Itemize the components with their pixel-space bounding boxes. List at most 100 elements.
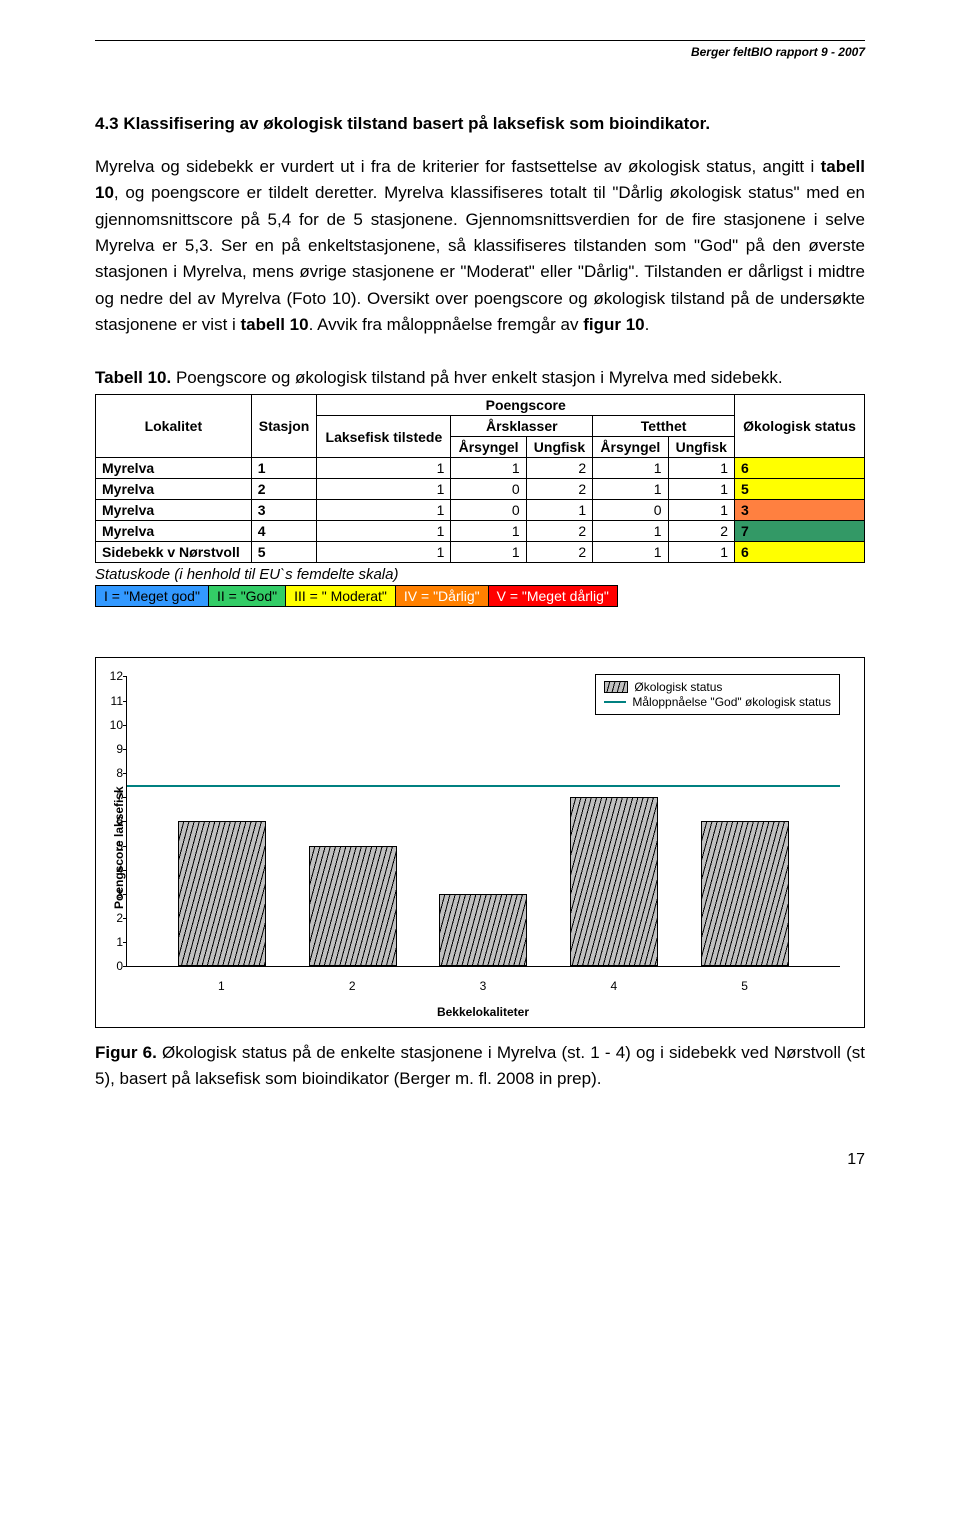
legend-cell: V = "Meget dårlig" bbox=[488, 585, 618, 607]
legend-cell: II = "God" bbox=[208, 585, 285, 607]
ytick-label: 7 bbox=[103, 790, 123, 804]
cell-lokalitet: Myrelva bbox=[96, 458, 252, 479]
cell-status: 5 bbox=[734, 479, 864, 500]
header-rule bbox=[95, 40, 865, 41]
cell-stasjon: 5 bbox=[251, 542, 317, 563]
cell-lokalitet: Myrelva bbox=[96, 521, 252, 542]
cell-c4: 0 bbox=[593, 500, 668, 521]
ytick-label: 2 bbox=[103, 911, 123, 925]
ytick-label: 9 bbox=[103, 742, 123, 756]
chart-bar bbox=[570, 797, 658, 966]
legend-cell: I = "Meget god" bbox=[95, 585, 208, 607]
cell-c3: 2 bbox=[526, 458, 592, 479]
xtick-label: 5 bbox=[701, 979, 789, 993]
cell-c2: 1 bbox=[451, 542, 526, 563]
th-arsklasser: Årsklasser bbox=[451, 416, 593, 437]
cell-stasjon: 3 bbox=[251, 500, 317, 521]
cell-c1: 1 bbox=[317, 479, 451, 500]
cell-c2: 0 bbox=[451, 479, 526, 500]
ytick-label: 8 bbox=[103, 766, 123, 780]
chart-legend: Økologisk status Måloppnåelse "God" økol… bbox=[595, 674, 840, 715]
ytick-label: 6 bbox=[103, 814, 123, 828]
cell-lokalitet: Myrelva bbox=[96, 479, 252, 500]
chart-bar bbox=[309, 846, 397, 967]
cell-c1: 1 bbox=[317, 500, 451, 521]
chart-xlabel: Bekkelokaliteter bbox=[126, 1005, 840, 1019]
legend-swatch-hatch bbox=[604, 681, 628, 693]
target-line bbox=[127, 785, 840, 787]
report-header: Berger feltBIO rapport 9 - 2007 bbox=[95, 45, 865, 59]
legend-text-2: Måloppnåelse "God" økologisk status bbox=[632, 695, 831, 709]
th-ungfisk1: Ungfisk bbox=[526, 437, 592, 458]
data-table: Lokalitet Stasjon Poengscore Økologisk s… bbox=[95, 394, 865, 563]
page-number: 17 bbox=[95, 1151, 865, 1169]
cell-c3: 1 bbox=[526, 500, 592, 521]
cell-c3: 2 bbox=[526, 521, 592, 542]
cell-c5: 1 bbox=[668, 500, 734, 521]
ytick-label: 10 bbox=[103, 718, 123, 732]
th-laksefisk: Laksefisk tilstede bbox=[317, 416, 451, 458]
table-caption-label: Tabell 10. bbox=[95, 368, 171, 387]
cell-c4: 1 bbox=[593, 479, 668, 500]
xtick-label: 2 bbox=[308, 979, 396, 993]
cell-status: 6 bbox=[734, 542, 864, 563]
xtick-label: 4 bbox=[570, 979, 658, 993]
figure-caption-label: Figur 6. bbox=[95, 1043, 157, 1062]
cell-c5: 1 bbox=[668, 458, 734, 479]
table-row: Myrelva3101013 bbox=[96, 500, 865, 521]
cell-status: 7 bbox=[734, 521, 864, 542]
cell-c1: 1 bbox=[317, 542, 451, 563]
section-title: 4.3 Klassifisering av økologisk tilstand… bbox=[95, 114, 865, 134]
ytick-label: 4 bbox=[103, 863, 123, 877]
xtick-label: 1 bbox=[177, 979, 265, 993]
statuskode-line: Statuskode (i henhold til EU`s femdelte … bbox=[95, 566, 865, 583]
cell-c4: 1 bbox=[593, 521, 668, 542]
cell-stasjon: 2 bbox=[251, 479, 317, 500]
cell-stasjon: 4 bbox=[251, 521, 317, 542]
status-legend: I = "Meget god"II = "God"III = " Moderat… bbox=[95, 585, 865, 607]
chart-bar bbox=[439, 894, 527, 967]
cell-c3: 2 bbox=[526, 479, 592, 500]
ytick-label: 0 bbox=[103, 959, 123, 973]
chart-frame: Poengscore laksefisk Økologisk status Må… bbox=[95, 657, 865, 1028]
cell-c5: 2 bbox=[668, 521, 734, 542]
cell-c3: 2 bbox=[526, 542, 592, 563]
figure-caption-text: Økologisk status på de enkelte stasjonen… bbox=[95, 1043, 865, 1088]
chart-plot: 0123456789101112 bbox=[126, 676, 840, 967]
legend-cell: IV = "Dårlig" bbox=[395, 585, 488, 607]
table-row: Myrelva1112116 bbox=[96, 458, 865, 479]
th-poengscore: Poengscore bbox=[317, 395, 735, 416]
ytick-label: 11 bbox=[103, 694, 123, 708]
ytick-label: 12 bbox=[103, 669, 123, 683]
cell-c1: 1 bbox=[317, 521, 451, 542]
chart-xaxis: 1 2 3 4 5 bbox=[126, 979, 840, 993]
table-row: Myrelva4112127 bbox=[96, 521, 865, 542]
ytick-label: 5 bbox=[103, 839, 123, 853]
figure-caption: Figur 6. Økologisk status på de enkelte … bbox=[95, 1040, 865, 1091]
th-stasjon: Stasjon bbox=[251, 395, 317, 458]
cell-c2: 1 bbox=[451, 458, 526, 479]
th-ungfisk2: Ungfisk bbox=[668, 437, 734, 458]
cell-lokalitet: Sidebekk v Nørstvoll bbox=[96, 542, 252, 563]
xtick-label: 3 bbox=[439, 979, 527, 993]
cell-lokalitet: Myrelva bbox=[96, 500, 252, 521]
cell-c1: 1 bbox=[317, 458, 451, 479]
th-arsyngel1: Årsyngel bbox=[451, 437, 526, 458]
th-arsyngel2: Årsyngel bbox=[593, 437, 668, 458]
cell-c5: 1 bbox=[668, 479, 734, 500]
ytick-label: 1 bbox=[103, 935, 123, 949]
chart-bar bbox=[701, 821, 789, 966]
cell-status: 3 bbox=[734, 500, 864, 521]
table-row: Myrelva2102115 bbox=[96, 479, 865, 500]
th-status: Økologisk status bbox=[734, 395, 864, 458]
cell-c2: 0 bbox=[451, 500, 526, 521]
th-lokalitet: Lokalitet bbox=[96, 395, 252, 458]
cell-c4: 1 bbox=[593, 542, 668, 563]
ytick-label: 3 bbox=[103, 887, 123, 901]
cell-c5: 1 bbox=[668, 542, 734, 563]
cell-status: 6 bbox=[734, 458, 864, 479]
legend-cell: III = " Moderat" bbox=[285, 585, 395, 607]
cell-c4: 1 bbox=[593, 458, 668, 479]
legend-swatch-line bbox=[604, 701, 626, 703]
chart-bar bbox=[178, 821, 266, 966]
